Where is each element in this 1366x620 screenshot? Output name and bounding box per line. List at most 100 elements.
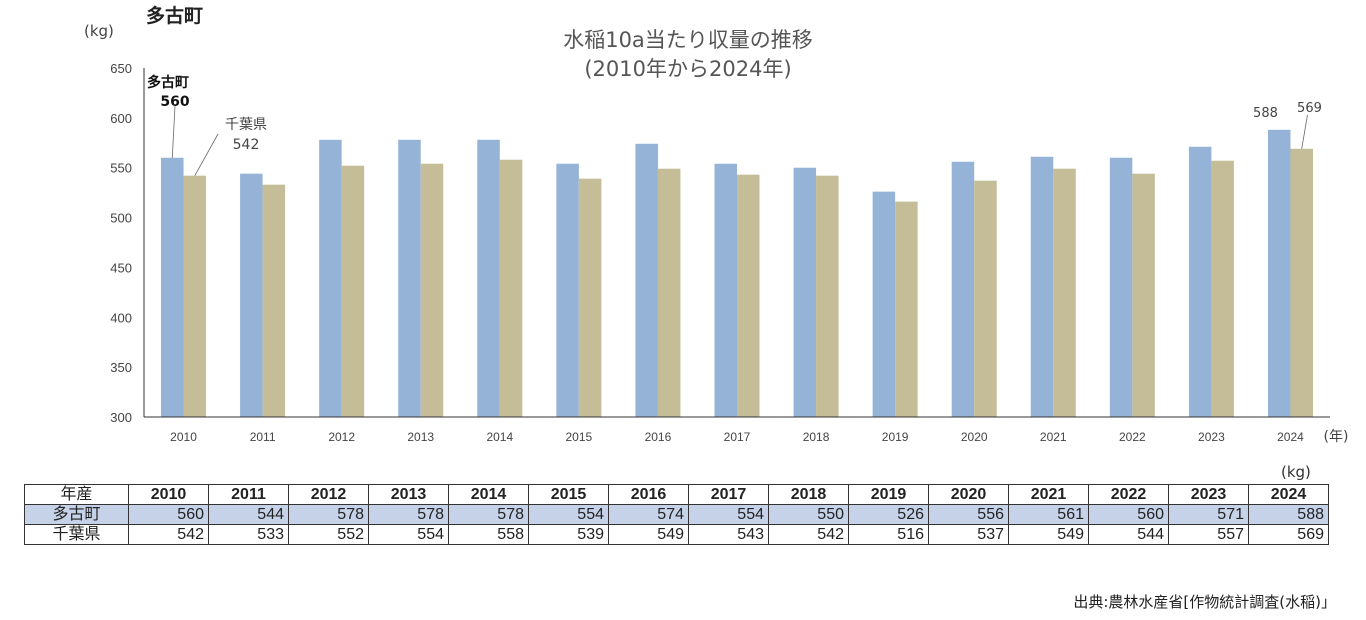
bar-town: [793, 167, 817, 417]
table-row: 千葉県 542 533 552 554 558 539 549 543 542 516 537 549 5…: [24, 524, 1329, 545]
table-year-header: 2021: [1008, 484, 1089, 505]
table-cell: 539: [528, 524, 609, 545]
annotation-pref-2024-value: 569: [1297, 101, 1322, 116]
x-tick-label: 2011: [250, 430, 276, 444]
bar-pref: [895, 201, 918, 417]
bar-pref: [1290, 148, 1313, 418]
table-cell: 557: [1168, 524, 1249, 545]
table-cell: 543: [688, 524, 769, 545]
table-year-header: 2020: [928, 484, 1009, 505]
table-cell: 554: [368, 524, 449, 545]
table-cell: 549: [608, 524, 689, 545]
x-tick-label: 2018: [803, 430, 830, 444]
bar-town: [240, 173, 263, 417]
bar-town: [477, 139, 500, 417]
table-cell: 556: [928, 504, 1009, 525]
x-tick-label: 2023: [1198, 430, 1225, 444]
bar-pref: [974, 180, 997, 417]
bar-town: [319, 139, 342, 417]
table-cell: 552: [288, 524, 369, 545]
table-year-header: 2012: [288, 484, 369, 505]
annotation-town-2024-value: 588: [1253, 106, 1278, 121]
table-year-header: 2018: [768, 484, 849, 505]
bar-pref: [499, 159, 523, 418]
bar-pref: [420, 163, 444, 417]
table-row-label: 千葉県: [24, 524, 129, 545]
annotation-pref-value: 542: [233, 137, 260, 153]
x-tick-label: 2013: [407, 430, 434, 444]
table-year-header: 2016: [608, 484, 689, 505]
x-tick-label: 2016: [645, 430, 672, 444]
bar-pref: [657, 168, 681, 417]
table-cell: 574: [608, 504, 689, 525]
x-tick-label: 2017: [724, 430, 751, 444]
chart-title: 水稲10a当たり収量の推移: [563, 28, 813, 52]
y-tick-label: 500: [110, 211, 132, 226]
table-cell: 537: [928, 524, 1009, 545]
annotation-pref-label: 千葉県: [225, 117, 267, 133]
bar-pref: [262, 184, 286, 417]
chart-subtitle: (2010年から2024年): [584, 57, 792, 81]
table-cell: 554: [528, 504, 609, 525]
bar-pref: [816, 175, 839, 417]
bar-town: [951, 161, 975, 417]
table-cell: 533: [208, 524, 289, 545]
x-tick-label: 2021: [1040, 430, 1067, 444]
table-cell: 560: [128, 504, 209, 525]
bar-town: [398, 139, 421, 417]
table-cell: 516: [848, 524, 929, 545]
table-header-label: 年産: [24, 484, 129, 505]
callout-line-pref-2024: [1301, 114, 1308, 149]
table-cell: 569: [1248, 524, 1329, 545]
table-year-header: 2015: [528, 484, 609, 505]
annotation-town-label: 多古町: [147, 74, 189, 91]
table-cell: 578: [368, 504, 449, 525]
bar-town: [161, 157, 184, 417]
y-tick-label: 650: [110, 61, 132, 76]
table-cell: 526: [848, 504, 929, 525]
table-year-header: 2010: [128, 484, 209, 505]
table-cell: 571: [1168, 504, 1249, 525]
table-unit: (kg): [1281, 463, 1311, 481]
table-header-row: 年産 2010 2011 2012 2013 2014 2015 2016 2017 2018 2…: [24, 484, 1329, 505]
x-tick-label: 2014: [486, 430, 513, 444]
y-tick-label: 350: [110, 360, 132, 375]
table-year-header: 2013: [368, 484, 449, 505]
corner-title: 多古町: [146, 5, 204, 27]
bar-town: [1109, 157, 1133, 417]
table-cell: 542: [768, 524, 849, 545]
x-axis-unit: (年): [1324, 429, 1349, 445]
bar-town: [556, 163, 579, 417]
table-cell: 554: [688, 504, 769, 525]
bar-town: [714, 163, 737, 417]
bar-pref: [737, 174, 760, 417]
annotation-town-value: 560: [160, 94, 189, 110]
bar-town: [1030, 156, 1054, 417]
y-tick-label: 550: [110, 161, 132, 176]
table-cell: 550: [768, 504, 849, 525]
y-axis-unit: (kg): [84, 22, 114, 40]
callout-line-town: [171, 105, 176, 158]
x-tick-label: 2019: [882, 430, 909, 444]
x-tick-label: 2024: [1277, 430, 1304, 444]
bar-chart: 300 350 400 450 500 550 600 650 2010 2011 2012 2013…: [110, 61, 1349, 445]
table-cell: 561: [1008, 504, 1089, 525]
x-tick-label: 2020: [961, 430, 988, 444]
bar-pref: [183, 175, 207, 417]
table-year-header: 2011: [208, 484, 289, 505]
table-row-label: 多古町: [24, 504, 129, 525]
bar-town: [872, 191, 896, 417]
x-tick-label: 2022: [1119, 430, 1146, 444]
bar-pref: [1053, 168, 1076, 417]
bar-town: [1188, 146, 1212, 417]
table-year-header: 2017: [688, 484, 769, 505]
bar-pref: [1132, 173, 1155, 417]
source-note: 出典:農林水産省[作物統計調査(水稲)」: [1073, 593, 1336, 611]
table-cell: 544: [1088, 524, 1169, 545]
table-cell: 560: [1088, 504, 1169, 525]
data-table: 年産 2010 2011 2012 2013 2014 2015 2016 2017 2018 2…: [24, 484, 1329, 545]
table-cell: 588: [1248, 504, 1329, 525]
bar-pref: [1211, 160, 1234, 417]
table-year-header: 2014: [448, 484, 529, 505]
table-cell: 549: [1008, 524, 1089, 545]
